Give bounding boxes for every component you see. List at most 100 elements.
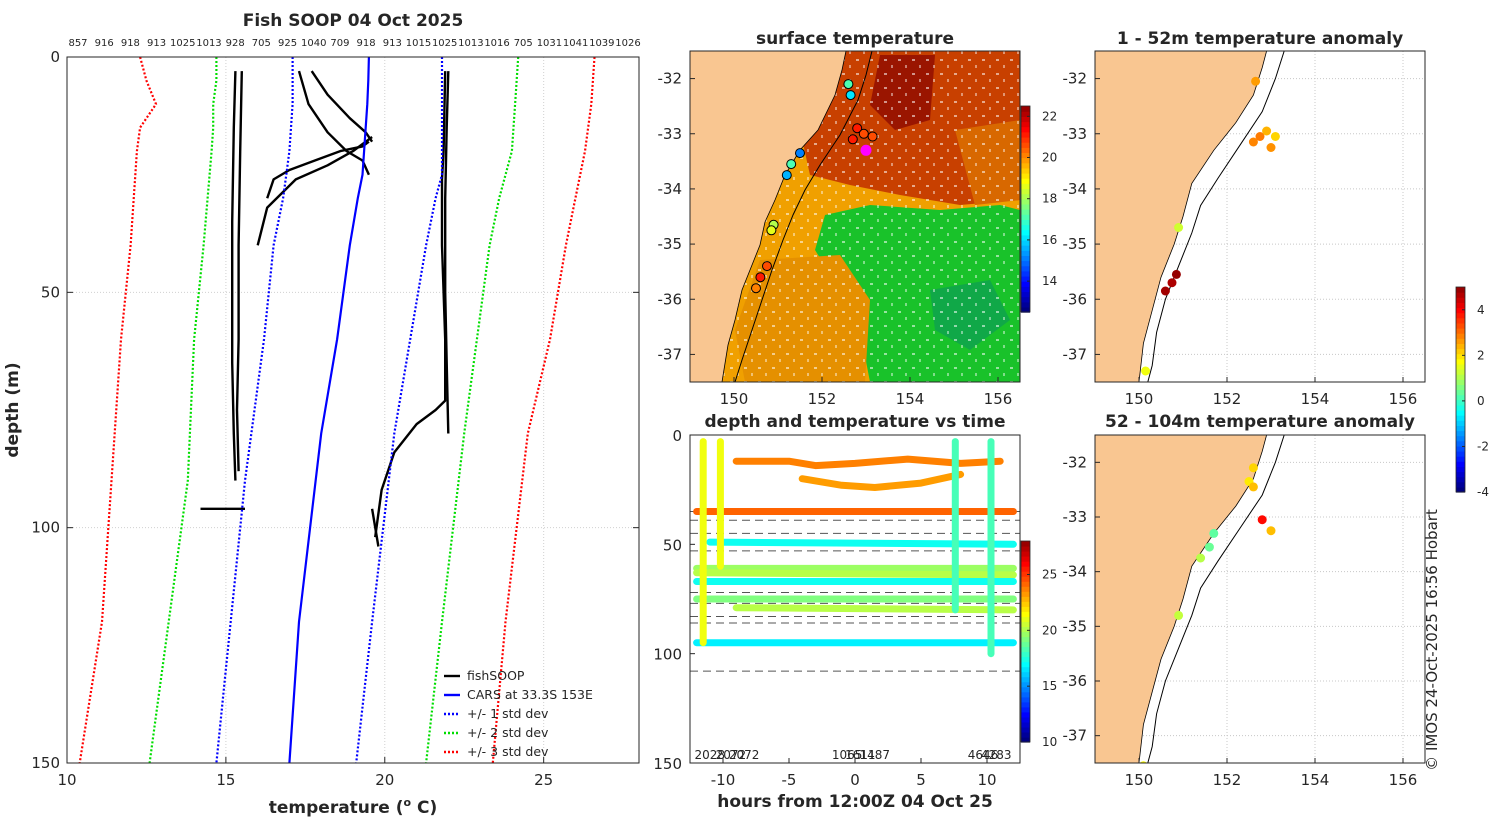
anomaly-upper-anomaly-marker (1262, 126, 1272, 136)
anomaly-upper-anomaly-marker (1266, 143, 1276, 152)
sst-colorbar-segment (1021, 142, 1030, 148)
anomaly-lower-tick-label-y: -33 (1063, 508, 1088, 526)
sst-station-marker (755, 272, 766, 283)
anomaly-lower-shelf-isobath (1147, 435, 1285, 763)
depth-colorbar-segment (1021, 556, 1030, 562)
sst-colorbar-segment (1021, 162, 1030, 169)
sst-colorbar-segment (1021, 214, 1030, 220)
anomaly-colorbar-segment (1456, 302, 1465, 309)
anomaly-upper-title: 1 - 52m temperature anomaly (1117, 29, 1403, 49)
deployment-id-label: 1015 (406, 38, 431, 49)
anomaly-upper-anomaly-marker (1174, 223, 1184, 232)
anomaly-lower-anomaly-marker (1266, 526, 1276, 536)
anomaly-lower-tick-label-y: -32 (1063, 453, 1088, 471)
deployment-id-label: 705 (252, 38, 271, 49)
anomaly-colorbar-segment (1456, 425, 1465, 432)
anomaly-colorbar-segment (1456, 451, 1465, 457)
time-depth-title: depth and temperature vs time (705, 412, 1006, 432)
surface-map-colorbar: 14 16 18 20 22 (1020, 105, 1057, 313)
anomaly-colorbar-segment (1456, 287, 1465, 293)
anomaly-upper-anomaly-marker (1251, 76, 1261, 86)
sst-colorbar-segment (1021, 198, 1030, 205)
profile-title: Fish SOOP 04 Oct 2025 (243, 11, 464, 31)
sst-colorbar-tick-label: 16 (1042, 233, 1057, 247)
time-depth-tick-label-y: 50 (663, 536, 682, 554)
anomaly-upper-anomaly-marker (1255, 132, 1265, 141)
depth-track-surface-1 (732, 455, 1004, 470)
sst-colorbar-tick-label: 18 (1042, 192, 1057, 206)
depth-colorbar-segment (1021, 636, 1030, 643)
profile-ylabel: depth (m) (3, 362, 23, 457)
deployment-id-label: 1039 (589, 38, 614, 49)
depth-colorbar-segment (1021, 596, 1030, 602)
deployment-id-label: 1025 (170, 38, 195, 49)
anomaly-colorbar-segment (1456, 435, 1465, 442)
anomaly-colorbar-segment (1456, 404, 1465, 411)
profile-xlabel-sup: o (404, 796, 412, 809)
anomaly-colorbar-segment (1456, 420, 1465, 426)
sst-colorbar-segment (1021, 275, 1030, 282)
anomaly-colorbar-segment (1456, 333, 1465, 339)
anomaly-lower-tick-label-x: 156 (1389, 771, 1418, 789)
anomaly-colorbar-segment (1456, 394, 1465, 401)
fishsoop-profile-line (230, 71, 237, 481)
depth-colorbar-segment (1021, 726, 1030, 733)
anomaly-upper-anomaly-marker (1167, 278, 1177, 288)
sst-colorbar-segment (1021, 178, 1030, 184)
credit-text: © IMOS 24-Oct-2025 16:56 Hobart (1423, 509, 1441, 771)
profile-grid (67, 57, 639, 763)
depth-colorbar-segment (1021, 686, 1030, 693)
anomaly-colorbar-segment (1456, 307, 1465, 314)
anomaly-colorbar-segment (1456, 445, 1465, 452)
anomaly-lower-frame (1094, 434, 1426, 764)
sst-colorbar-segment (1021, 291, 1030, 298)
anomaly-lower-tick-label-y: -34 (1063, 563, 1088, 581)
sst-colorbar-segment (1021, 245, 1030, 251)
deployment-id-label: 925 (278, 38, 297, 49)
deployment-id-label: 918 (357, 38, 376, 49)
deployment-id-label: 857 (68, 38, 87, 49)
anomaly-upper-field (1095, 51, 1425, 382)
profile-legend: fishSOOP CARS at 33.3S 153E +/- 1 std dev +… (444, 668, 593, 759)
deployment-id-label: 1013 (458, 38, 483, 49)
depth-colorbar-segment (1021, 551, 1030, 557)
deployment-id-label: 1031 (537, 38, 562, 49)
deployment-count-label: 2072 (729, 748, 760, 762)
anomaly-upper-anomaly-marker (1270, 132, 1280, 141)
sst-colorbar-segment (1021, 147, 1030, 153)
depth-colorbar-segment (1021, 546, 1030, 552)
deployment-id-label: 1016 (484, 38, 509, 49)
fishsoop-profile-line (256, 136, 373, 246)
time-depth-tick-label-y: 150 (653, 755, 682, 773)
anomaly-colorbar-segment (1456, 471, 1465, 478)
anomaly-upper-tick-label-y: -35 (1063, 235, 1088, 253)
profile-location-marker (860, 144, 872, 156)
sst-colorbar-segment (1021, 281, 1030, 287)
depth-colorbar-segment (1021, 571, 1030, 577)
depth-track-track-4 (693, 569, 1017, 579)
depth-colorbar-frame (1020, 540, 1031, 743)
time-depth-tick-label-x: -10 (711, 771, 736, 789)
depth-colorbar-tick-label: 20 (1042, 623, 1057, 637)
deployment-count-label: 4283 (981, 748, 1012, 762)
sst-colorbar-segment (1021, 265, 1030, 272)
sst-colorbar-segment (1021, 296, 1030, 303)
sst-colorbar-segment (1021, 157, 1030, 164)
anomaly-lower-anomaly-marker (1209, 528, 1219, 538)
anomaly-upper-anomaly-marker (1160, 286, 1170, 296)
time-depth-tick-label-y: 0 (672, 427, 682, 445)
fishsoop-profile-line (310, 70, 374, 143)
sst-station-marker (867, 131, 878, 142)
depth-colorbar-segment (1021, 601, 1030, 607)
sst-colorbar-segment (1021, 250, 1030, 256)
profile-tick-label-x: 10 (57, 771, 76, 789)
sst-colorbar-segment (1021, 193, 1030, 200)
deployment-id-label: 918 (121, 38, 140, 49)
surface-map-tick-label-y: -35 (658, 235, 683, 253)
surface-map-tick-label-y: -37 (658, 345, 683, 363)
sst-colorbar-tick-label: 14 (1042, 274, 1057, 288)
time-depth-tick-label-y: 100 (653, 646, 682, 664)
depth-colorbar-segment (1021, 711, 1030, 718)
deployment-id-label: 1013 (196, 38, 221, 49)
sst-station-marker (852, 123, 863, 134)
